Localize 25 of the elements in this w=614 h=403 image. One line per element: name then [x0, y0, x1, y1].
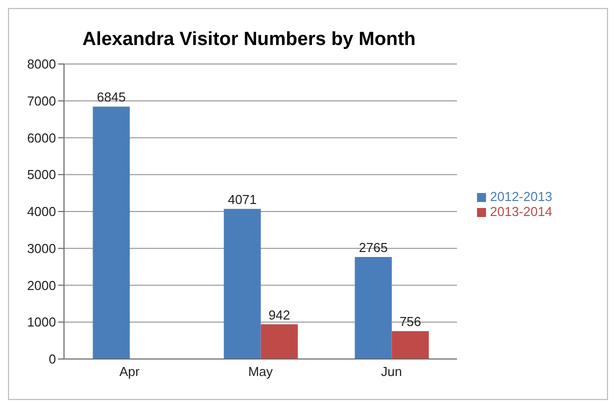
bar [260, 324, 298, 359]
data-label: 6845 [96, 90, 126, 105]
y-tick-label: 8000 [27, 56, 56, 72]
data-label: 2765 [358, 240, 388, 256]
x-tick-label: May [248, 364, 274, 380]
data-label: 942 [268, 307, 290, 322]
legend-label: 2012-2013 [490, 189, 552, 204]
bar [224, 208, 261, 359]
y-tick-label: 5000 [27, 167, 56, 182]
data-label: 756 [399, 314, 422, 330]
y-tick-label: 7000 [27, 93, 56, 108]
y-tick-label: 4000 [27, 204, 56, 220]
bar [92, 106, 130, 359]
y-tick-label: 3000 [27, 240, 56, 256]
y-tick-label: 0 [48, 352, 56, 367]
bar [354, 257, 392, 359]
y-tick-label: 6000 [27, 130, 56, 146]
y-tick-label: 1000 [27, 314, 56, 330]
bar [392, 331, 429, 359]
legend-label: 2013-2014 [490, 204, 552, 219]
x-tick-label: Jun [381, 364, 402, 380]
chart-title: Alexandra Visitor Numbers by Month [81, 29, 417, 51]
x-tick-label: Apr [119, 364, 140, 380]
y-tick-label: 2000 [27, 278, 56, 293]
data-label: 4071 [228, 192, 257, 207]
